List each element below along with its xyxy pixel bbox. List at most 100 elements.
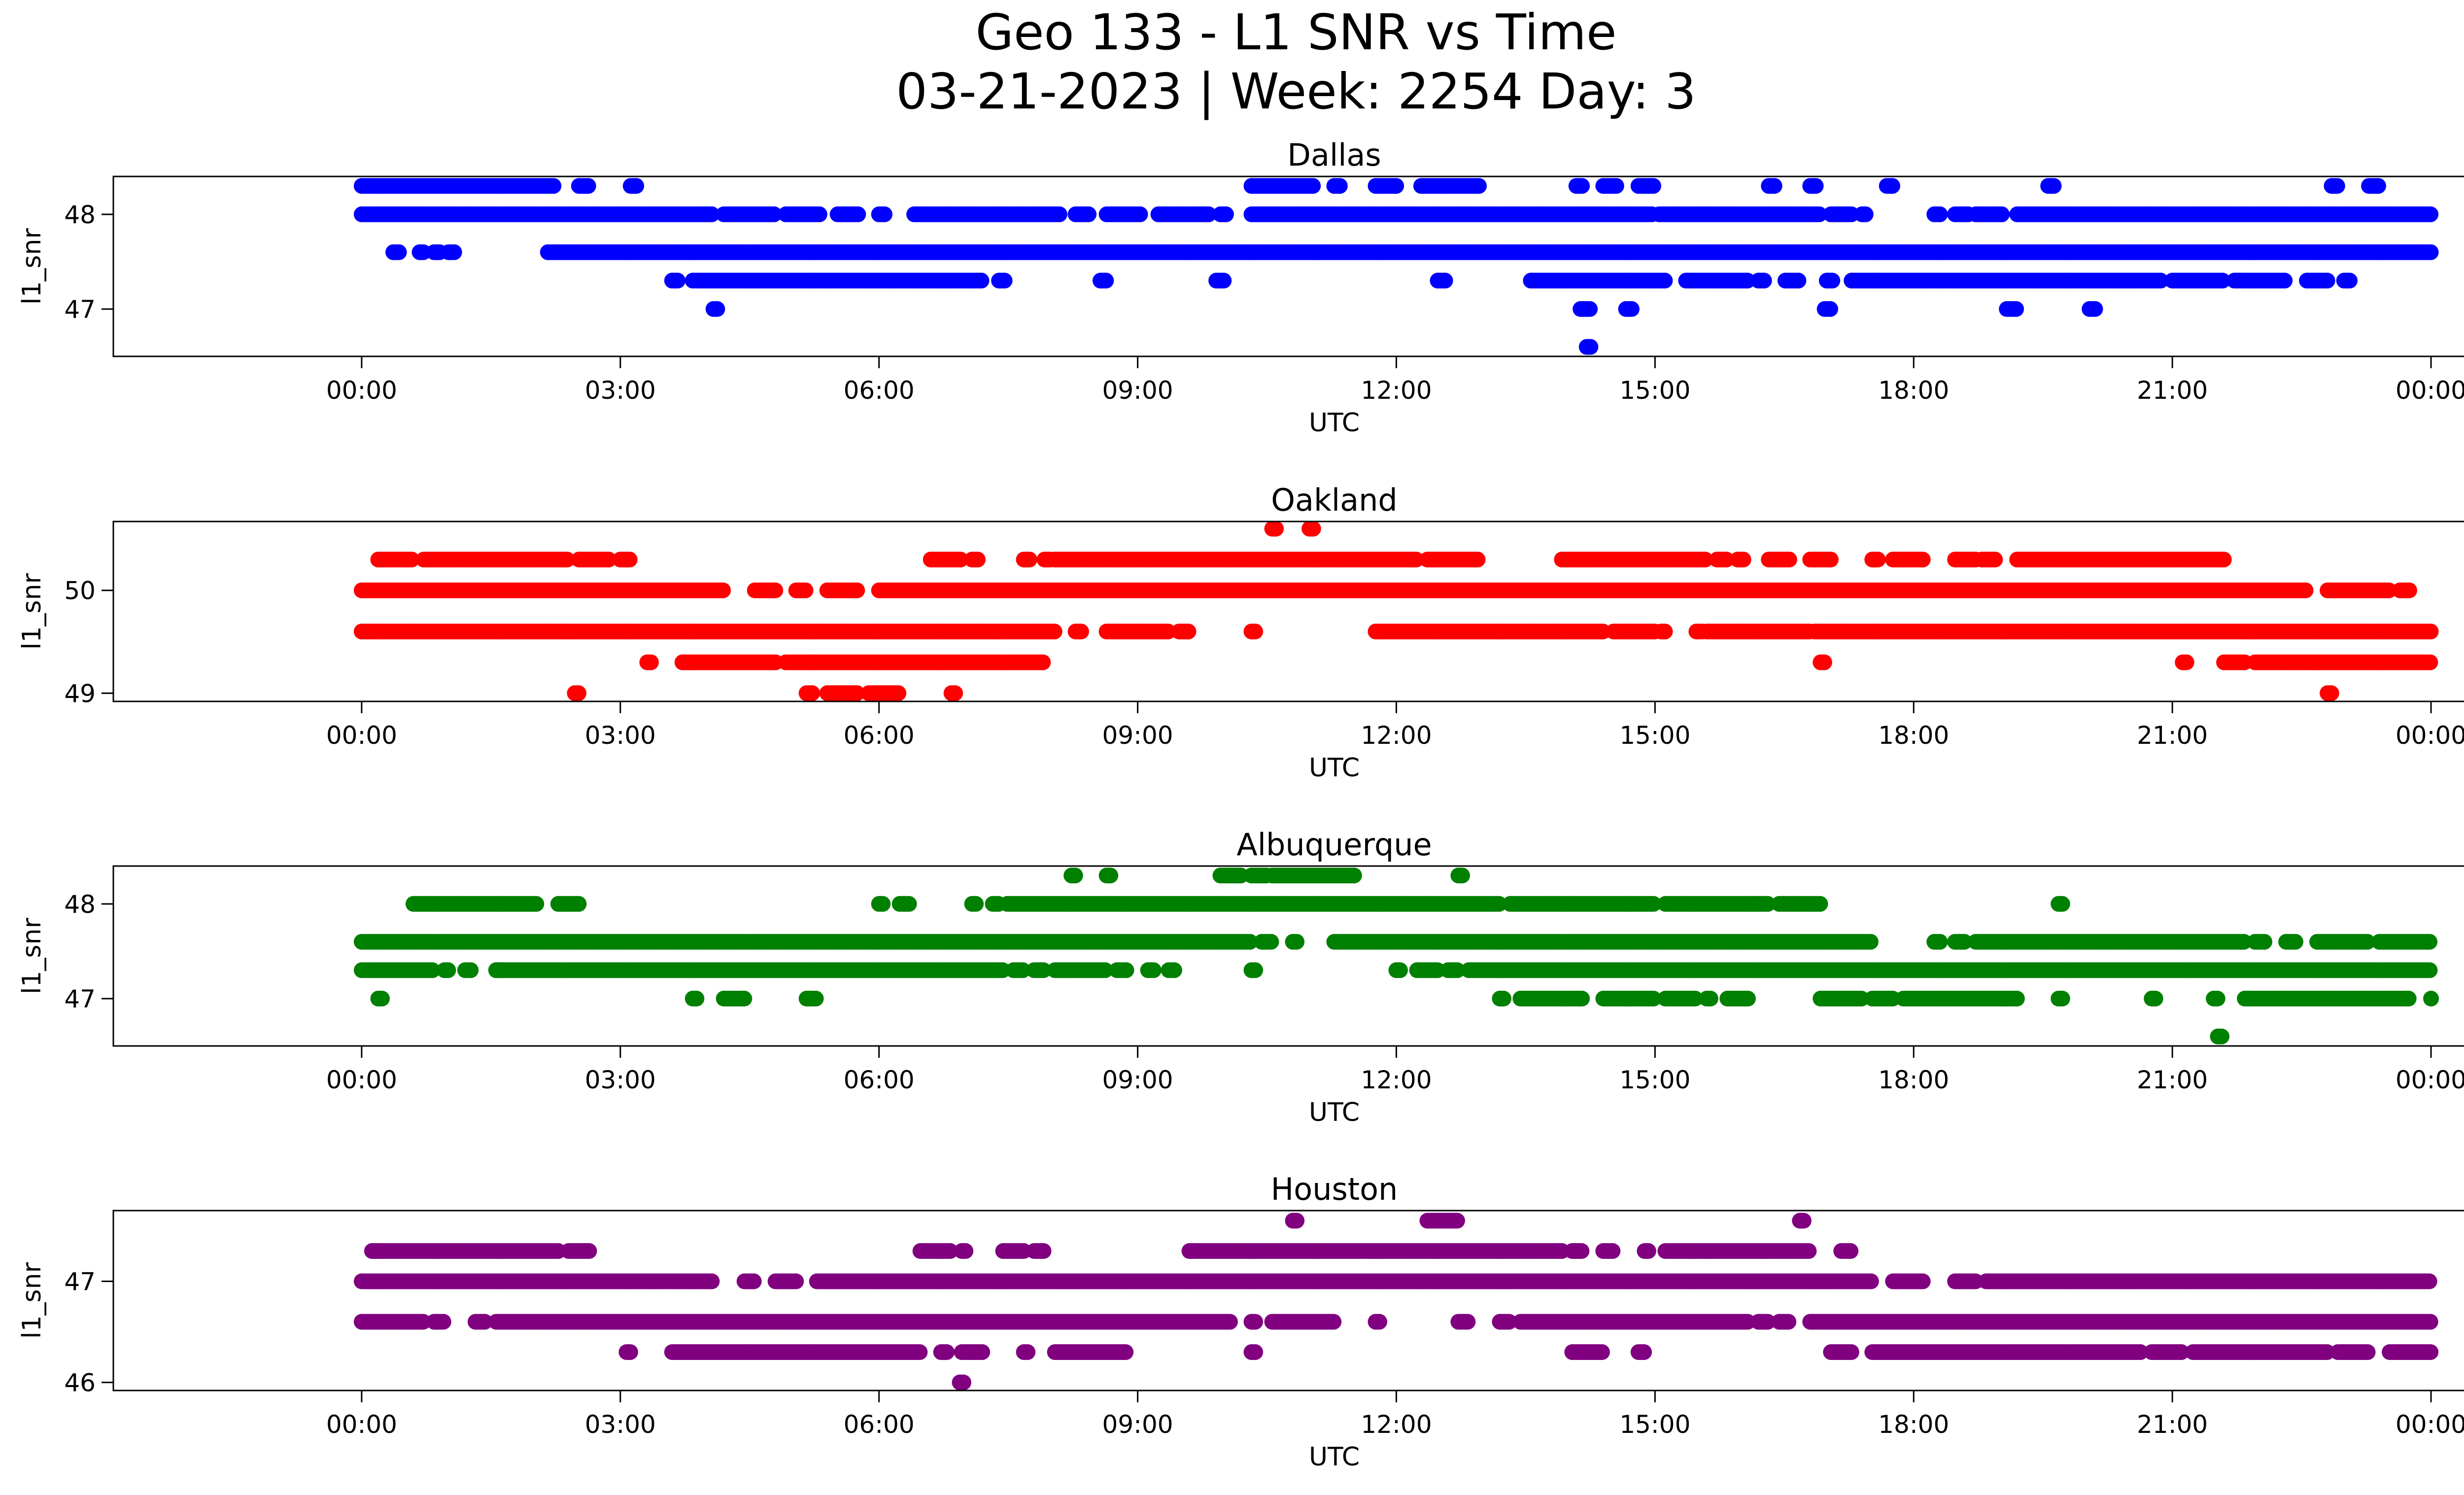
data-point [1790,273,1807,289]
data-point [973,273,990,289]
data-point [670,273,686,289]
data-point [1268,521,1284,537]
data-point [1822,301,1838,317]
data-point [2423,206,2439,222]
figure-title-line2: 03-21-2023 | Week: 2254 Day: 3 [896,63,1696,120]
data-point [1247,624,1264,640]
x-tick-label: 12:00 [1361,376,1432,405]
data-point [1388,178,1404,194]
figure-title-line1: Geo 133 - L1 SNR vs Time [976,3,1617,61]
data-point [767,582,784,598]
subplots-container: Dallas 00:00 03:00 06:00 09:00 12:00 15:00 18:0… [17,137,2464,1472]
data-point [546,178,562,194]
data-point [1608,178,1624,194]
data-point [1073,624,1089,640]
data-point [1305,178,1321,194]
x-tick-label: 06:00 [844,376,915,405]
data-point [1132,206,1148,222]
data-point [1932,206,1948,222]
data-point [2297,582,2314,598]
x-tick-label: 09:00 [1102,376,1173,405]
data-point [1022,552,1037,568]
data-point [996,273,1013,289]
data-point [709,301,725,317]
series-dallas-48.0 [353,206,2439,222]
data-point [446,244,462,260]
data-point [2342,273,2358,289]
data-point [2046,178,2062,194]
data-point [1180,624,1197,640]
data-point [849,582,865,598]
data-point [1994,206,2010,222]
data-point [1582,301,1598,317]
data-point [2329,178,2345,194]
data-point [1471,178,1487,194]
data-point [1332,178,1348,194]
x-tick-label: 18:00 [1878,376,1949,405]
data-point [621,552,638,568]
data-point [1808,178,1824,194]
data-point [1735,552,1751,568]
data-point [1870,552,1886,568]
x-tick-label: 03:00 [585,376,656,405]
data-point [1582,339,1599,355]
data-point [1756,273,1772,289]
x-axis-label: UTC [1309,408,1360,438]
series-oakland-50.0 [353,582,2417,598]
data-point [1470,552,1486,568]
subplot-dallas: Dallas 00:00 03:00 06:00 09:00 12:00 15:00 18:0… [17,137,2464,438]
data-point [1046,624,1062,640]
data-point [2087,301,2103,317]
data-point [797,582,814,598]
data-point [391,244,407,260]
data-point [850,206,866,222]
data-point [1305,521,1321,537]
data-point [1857,206,1874,222]
y-tick-label: 48 [64,201,96,229]
data-point [2423,244,2439,260]
data-point [1081,206,1097,222]
x-tick-label: 00:00 [2396,376,2464,405]
series-dallas-46.6 [1578,339,1599,355]
data-point [2401,582,2417,598]
data-point [1437,273,1453,289]
data-point [1051,206,1067,222]
x-tick-label: 15:00 [1619,376,1690,405]
data-point [1645,178,1661,194]
subplot-title-oakland: Oakland [1271,482,1398,518]
data-point [1987,552,2003,568]
y-axis-label: l1_snr [17,228,47,305]
data-point [811,206,827,222]
series-dallas-47.6 [385,244,2439,260]
data-point [1781,552,1797,568]
data-point [1766,178,1782,194]
data-point [1574,178,1590,194]
data-point [1915,552,1931,568]
data-point [877,206,892,222]
data-point [1623,301,1640,317]
data-points-dallas [353,178,2439,355]
subplot-title-dallas: Dallas [1287,137,1381,173]
data-point [2319,273,2335,289]
data-point [2370,178,2386,194]
data-point [970,552,986,568]
data-point [1218,206,1234,222]
data-point [715,582,731,598]
x-tick-label: 21:00 [2137,376,2208,405]
data-point [628,178,645,194]
data-point [2008,301,2024,317]
data-point [2277,273,2293,289]
x-tick-label: 00:00 [326,376,397,405]
data-point [2216,552,2232,568]
data-point [1822,552,1839,568]
data-point [580,178,596,194]
data-point [1657,273,1673,289]
y-tick-label: 47 [64,295,96,324]
series-oakland-49.6 [353,624,2439,640]
data-point [1216,273,1232,289]
data-point [1098,273,1114,289]
data-point [1884,178,1900,194]
series-dallas-48.3 [353,178,2386,194]
data-point [1824,273,1841,289]
